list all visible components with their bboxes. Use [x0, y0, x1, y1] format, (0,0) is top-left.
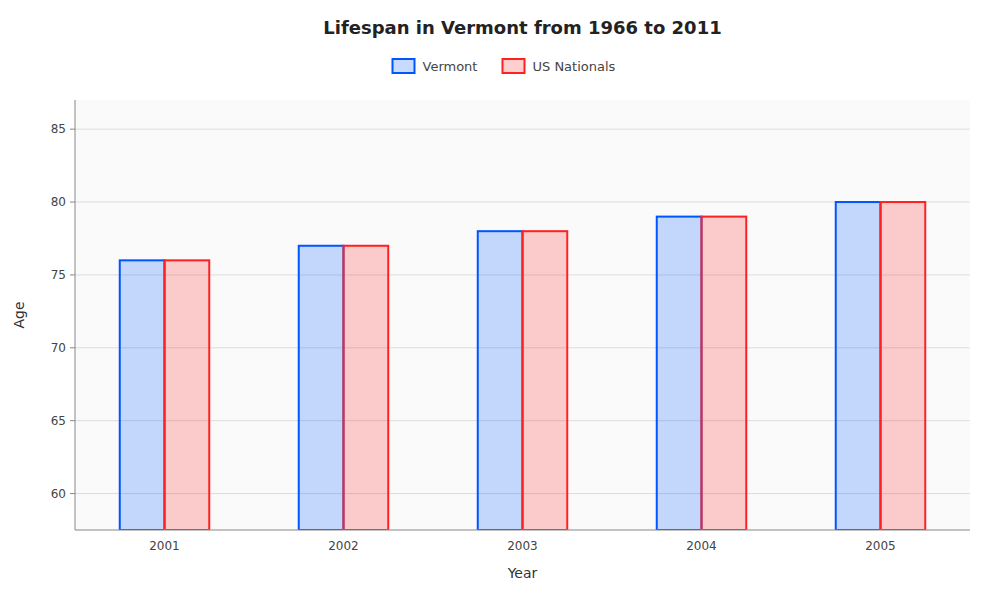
legend: Vermont US Nationals [393, 59, 616, 74]
x-axis-label: Year [507, 565, 538, 581]
bar [657, 217, 702, 530]
bar [478, 231, 523, 530]
x-tick-label: 2001 [149, 539, 180, 553]
bar [120, 260, 165, 530]
grid-line [75, 129, 970, 130]
chart: 60 65 70 75 80 85 2001 2002 2003 2004 2005 Lifespan… [0, 0, 1000, 600]
y-tick-label: 85 [51, 122, 66, 136]
y-tick [70, 202, 75, 203]
bar [344, 246, 389, 530]
plot-area [75, 100, 970, 530]
bar [523, 231, 568, 530]
x-tick-label: 2002 [328, 539, 359, 553]
y-tick-label: 70 [51, 341, 66, 355]
y-tick [70, 129, 75, 130]
bar [881, 202, 926, 530]
x-axis-line [75, 530, 970, 531]
legend-swatch [393, 59, 415, 73]
legend-label: US Nationals [533, 59, 616, 74]
y-tick [70, 493, 75, 494]
bars [120, 202, 926, 530]
y-tick-label: 80 [51, 195, 66, 209]
bar [165, 260, 210, 530]
y-axis-line [75, 100, 76, 530]
y-tick [70, 347, 75, 348]
x-tick-label: 2003 [507, 539, 538, 553]
y-tick-label: 65 [51, 414, 66, 428]
y-axis-label: Age [11, 301, 27, 328]
legend-label: Vermont [423, 59, 478, 74]
bar [702, 217, 747, 530]
y-tick [70, 274, 75, 275]
title: Lifespan in Vermont from 1966 to 2011 [323, 17, 721, 38]
x-tick-label: 2004 [686, 539, 717, 553]
bar [299, 246, 344, 530]
legend-swatch [503, 59, 525, 73]
y-tick-label: 60 [51, 487, 66, 501]
bar [836, 202, 881, 530]
x-tick-label: 2005 [865, 539, 896, 553]
y-tick-label: 75 [51, 268, 66, 282]
y-tick [70, 420, 75, 421]
